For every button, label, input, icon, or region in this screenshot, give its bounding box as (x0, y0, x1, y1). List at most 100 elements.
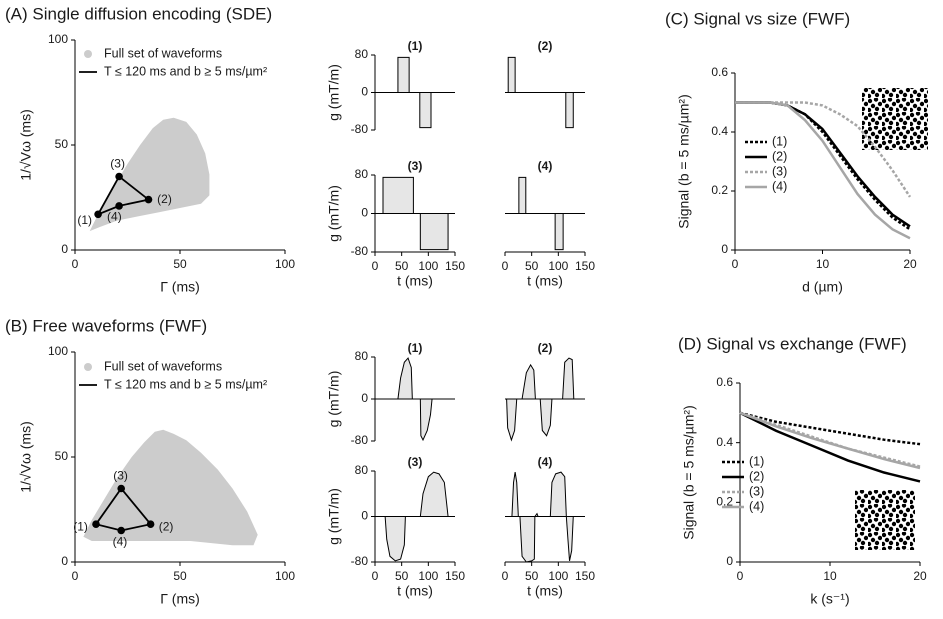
waveform-label: (2) (538, 341, 553, 355)
x-axis-label: t (ms) (397, 273, 433, 289)
legend-label: (1) (772, 134, 787, 148)
point-label: (2) (157, 192, 172, 206)
y-tick-label: 0 (361, 206, 368, 220)
x-axis-label: Γ (ms) (160, 279, 200, 295)
series-line (739, 411, 921, 446)
y-axis-label: g (mT/m) (326, 64, 342, 121)
y-tick-label: 50 (55, 137, 69, 151)
y-tick-label: 0.4 (716, 435, 733, 449)
y-tick-label: 100 (48, 344, 68, 358)
x-tick-label: 100 (418, 569, 438, 583)
x-tick-label: 20 (913, 569, 927, 583)
y-tick-label: -80 (351, 122, 369, 136)
point (92, 520, 100, 528)
legend-label: Full set of waveforms (104, 359, 222, 373)
waveform-label: (1) (408, 341, 423, 355)
y-tick-label: 50 (55, 449, 69, 463)
x-tick-label: 150 (575, 569, 595, 583)
waveform-label: (1) (408, 39, 423, 53)
x-tick-label: 50 (525, 259, 539, 273)
y-axis-label: 1/√Vω (ms) (18, 109, 34, 181)
y-tick-label: 80 (355, 463, 369, 477)
x-tick-label: 100 (275, 569, 295, 583)
y-tick-label: 0 (61, 242, 68, 256)
y-tick-label: 0 (721, 242, 728, 256)
y-axis-label: Signal (b = 5 ms/µm²) (676, 94, 692, 229)
x-tick-label: 0 (502, 569, 509, 583)
y-tick-label: 0 (361, 509, 368, 523)
series-line (735, 101, 912, 198)
x-axis-label: d (µm) (802, 279, 843, 295)
point-label: (3) (110, 157, 125, 171)
point-label: (1) (77, 213, 92, 227)
y-tick-label: 0.4 (711, 124, 728, 138)
x-tick-label: 100 (275, 257, 295, 271)
y-tick-label: 100 (48, 32, 68, 46)
y-tick-label: 0 (361, 85, 368, 99)
point (115, 172, 123, 181)
x-tick-label: 0 (737, 569, 744, 583)
point-label: (4) (113, 535, 128, 549)
legend-label: Full set of waveforms (104, 46, 222, 60)
x-tick-label: 0 (502, 259, 509, 273)
series-line (739, 411, 921, 483)
point (117, 526, 125, 535)
y-tick-label: 80 (355, 47, 369, 61)
x-tick-label: 50 (173, 569, 187, 583)
x-tick-label: 100 (548, 569, 568, 583)
point-label: (4) (107, 210, 122, 224)
y-tick-label: -80 (351, 433, 369, 447)
chart-title: (B) Free waveforms (FWF) (5, 316, 207, 335)
waveform-label: (3) (408, 455, 423, 469)
legend-marker (84, 50, 92, 58)
chart-title: (C) Signal vs size (FWF) (665, 9, 850, 28)
point (117, 484, 125, 493)
inset-image (855, 490, 915, 550)
x-tick-label: 0 (372, 569, 379, 583)
y-tick-label: -80 (351, 554, 369, 568)
point-label: (3) (113, 469, 128, 483)
series-line (735, 101, 911, 240)
legend-label: (2) (749, 469, 764, 483)
waveform-region (83, 429, 258, 546)
point-label: (1) (73, 520, 88, 534)
legend-marker (84, 363, 92, 371)
legend-label: (1) (749, 454, 764, 468)
y-tick-label: 80 (355, 349, 369, 363)
y-tick-label: 0 (361, 391, 368, 405)
y-tick-label: 80 (355, 167, 369, 181)
y-tick-label: 0 (61, 554, 68, 568)
series-line (739, 411, 921, 470)
point-label: (2) (159, 519, 174, 533)
waveform-label: (2) (538, 39, 553, 53)
point (115, 202, 123, 210)
legend-label: (3) (749, 484, 764, 498)
x-tick-label: 100 (418, 259, 438, 273)
y-tick-label: 0.6 (716, 375, 733, 389)
legend-label: (2) (772, 149, 787, 163)
x-tick-label: 20 (903, 257, 917, 271)
x-tick-label: 50 (525, 569, 539, 583)
x-tick-label: 150 (575, 259, 595, 273)
waveform-label: (4) (538, 455, 553, 469)
y-tick-label: -80 (351, 244, 369, 258)
legend-label: (4) (772, 179, 787, 193)
y-tick-label: 0.2 (711, 183, 728, 197)
y-tick-label: 0.2 (716, 495, 733, 509)
legend-label: T ≤ 120 ms and b ≥ 5 ms/µm² (104, 64, 267, 78)
point (144, 195, 153, 204)
legend-label: (4) (749, 499, 764, 513)
y-axis-label: Signal (b = 5 ms/µm²) (681, 405, 697, 540)
x-axis-label: t (ms) (397, 583, 433, 599)
x-tick-label: 100 (548, 259, 568, 273)
y-tick-label: 0 (726, 554, 733, 568)
legend-label: T ≤ 120 ms and b ≥ 5 ms/µm² (104, 377, 267, 391)
y-axis-label: g (mT/m) (326, 185, 342, 242)
x-tick-label: 0 (72, 569, 79, 583)
x-tick-label: 0 (72, 257, 79, 271)
waveform (505, 471, 585, 563)
waveform-label: (4) (538, 159, 553, 173)
waveform-label: (3) (408, 159, 423, 173)
x-tick-label: 50 (395, 259, 409, 273)
